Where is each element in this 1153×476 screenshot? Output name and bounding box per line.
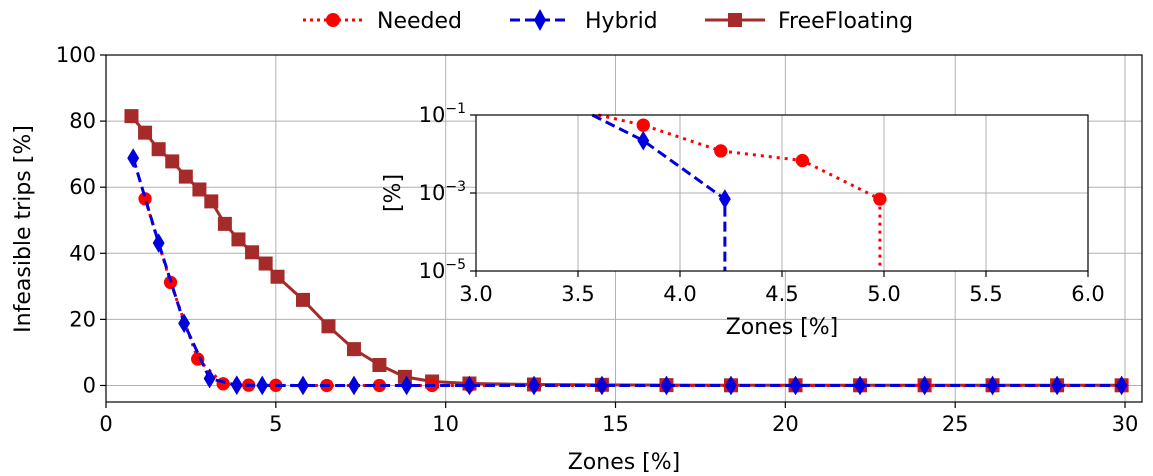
- main-y-tick-label: 20: [69, 307, 96, 331]
- main-y-ticks: 0 20 40 60 80 100: [56, 43, 106, 397]
- inset-y-tick-label: 10−5: [419, 257, 466, 283]
- data-point-freefloating: [165, 154, 180, 169]
- inset-y-tick-label: 10−1: [419, 101, 466, 127]
- legend-marker-hybrid: [534, 9, 546, 31]
- inset-x-tick-label: 6.0: [1071, 282, 1104, 306]
- data-point-freefloating: [204, 194, 219, 209]
- inset-data-point-hybrid: [637, 130, 650, 151]
- main-x-tick-label: 15: [602, 412, 629, 436]
- legend-label-hybrid: Hybrid: [585, 9, 658, 34]
- legend-label-needed: Needed: [377, 9, 462, 34]
- data-point-hybrid: [1051, 375, 1064, 396]
- inset-data-point-needed: [873, 192, 887, 206]
- data-point-hybrid: [178, 313, 191, 334]
- main-plot-frame: [105, 54, 1143, 403]
- data-point-hybrid: [789, 375, 802, 396]
- main-x-tick-label: 10: [432, 412, 459, 436]
- data-point-freefloating: [346, 342, 361, 357]
- legend-label-freefloating: FreeFloating: [778, 9, 913, 34]
- inset-series-line-needed: [598, 113, 882, 271]
- legend: Needed Hybrid FreeFloating: [303, 9, 913, 34]
- legend-entry-needed: Needed: [303, 9, 462, 34]
- main-y-tick-label: 40: [69, 241, 96, 265]
- data-point-hybrid: [918, 375, 931, 396]
- data-point-hybrid: [348, 375, 360, 396]
- data-point-freefloating: [192, 182, 207, 197]
- data-point-freefloating: [231, 232, 246, 247]
- data-point-freefloating: [296, 292, 311, 307]
- data-point-hybrid: [463, 375, 476, 396]
- legend-entry-freefloating: FreeFloating: [705, 9, 913, 34]
- data-point-needed: [138, 192, 152, 206]
- data-point-freefloating: [270, 269, 285, 284]
- data-point-hybrid: [1115, 375, 1128, 396]
- inset-x-tick-label: 5.5: [969, 282, 1002, 306]
- main-x-ticks: 0 5 10 15 20 25 30: [99, 402, 1138, 436]
- inset-x-ticks: 3.0 3.5 4.0 4.5 5.0 5.5 6.0: [459, 271, 1105, 306]
- data-point-freefloating: [321, 319, 336, 334]
- main-y-tick-label: 80: [69, 109, 96, 133]
- main-y-tick-label: 100: [56, 43, 96, 67]
- inset-x-tick-label: 4.0: [663, 282, 696, 306]
- main-y-tick-label: 0: [83, 373, 96, 397]
- data-point-hybrid: [854, 375, 867, 396]
- inset-chart: 3.0 3.5 4.0 4.5 5.0 5.5 6.0 10−1 10−3 10−5 Zones…: [381, 101, 1105, 340]
- inset-x-axis-label: Zones [%]: [726, 315, 839, 340]
- data-point-hybrid: [400, 375, 413, 396]
- data-point-hybrid: [127, 148, 140, 168]
- main-x-tick-label: 20: [772, 412, 799, 436]
- data-point-hybrid: [725, 375, 737, 396]
- main-x-tick-label: 25: [942, 412, 969, 436]
- inset-y-tick-label: 10−3: [419, 179, 466, 205]
- data-point-freefloating: [217, 216, 232, 231]
- inset-y-axis-label: [%]: [381, 174, 406, 212]
- main-x-tick-label: 5: [269, 412, 282, 436]
- legend-marker-needed: [326, 13, 340, 27]
- data-point-freefloating: [372, 357, 387, 372]
- main-series: [124, 109, 1129, 396]
- data-point-hybrid: [256, 375, 269, 396]
- main-x-tick-label: 30: [1112, 412, 1139, 436]
- inset-data-point-needed: [795, 153, 810, 168]
- data-point-hybrid: [152, 233, 165, 253]
- legend-marker-freefloating: [728, 13, 742, 27]
- data-point-freefloating: [258, 256, 273, 271]
- main-x-tick-label: 0: [99, 412, 112, 436]
- inset-x-tick-label: 3.0: [459, 282, 492, 306]
- data-point-freefloating: [151, 142, 166, 157]
- main-y-axis-label: Infeasible trips [%]: [11, 125, 36, 333]
- data-point-freefloating: [138, 125, 153, 140]
- data-point-freefloating: [245, 245, 260, 260]
- data-point-hybrid: [230, 375, 243, 395]
- inset-data-point-hybrid: [718, 189, 731, 209]
- inset-x-tick-label: 4.5: [765, 282, 798, 306]
- data-point-hybrid: [203, 368, 216, 389]
- data-point-freefloating: [124, 109, 139, 124]
- main-y-tick-label: 60: [69, 175, 96, 199]
- series-line-hybrid: [131, 157, 1122, 387]
- inset-x-tick-label: 5.0: [867, 282, 900, 306]
- inset-data-point-needed: [636, 118, 650, 132]
- data-point-hybrid: [986, 375, 999, 396]
- inset-series-line-hybrid: [591, 113, 727, 271]
- data-point-hybrid: [297, 375, 309, 396]
- data-point-needed: [372, 378, 387, 393]
- inset-series: [591, 113, 887, 271]
- inset-y-ticks: 10−1 10−3 10−5: [419, 101, 476, 283]
- data-point-freefloating: [178, 169, 193, 184]
- inset-x-tick-label: 3.5: [561, 282, 594, 306]
- inset-data-point-needed: [714, 144, 728, 158]
- data-point-hybrid: [660, 375, 673, 396]
- legend-entry-hybrid: Hybrid: [510, 9, 658, 34]
- main-x-axis-label: Zones [%]: [568, 450, 681, 475]
- data-point-hybrid: [595, 375, 608, 396]
- data-point-hybrid: [528, 375, 540, 396]
